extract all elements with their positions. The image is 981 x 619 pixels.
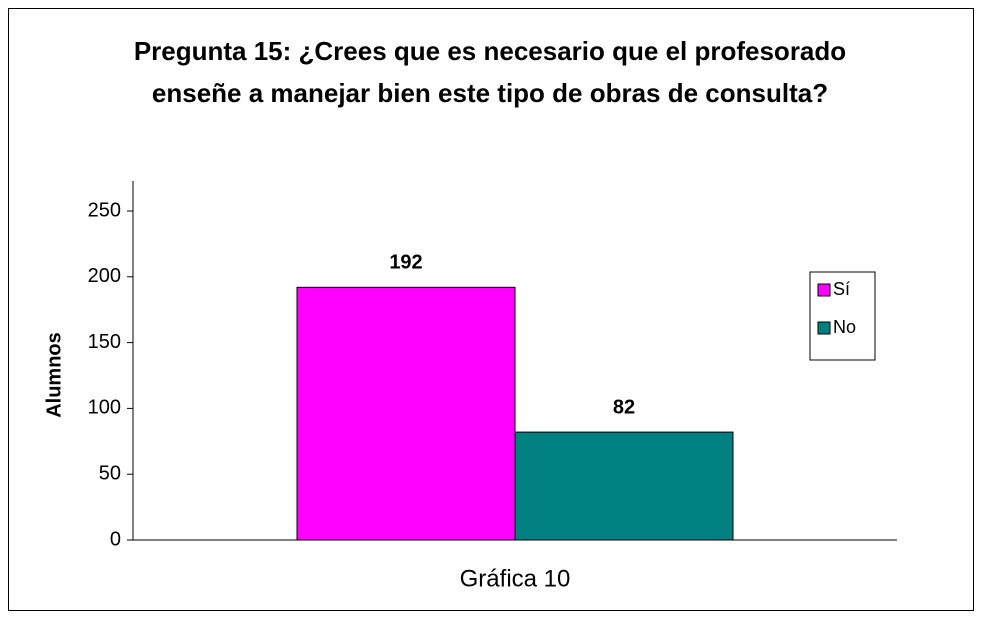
data-label: 192 <box>389 252 422 274</box>
y-tick-label: 50 <box>99 462 121 484</box>
data-label: 82 <box>613 396 635 418</box>
chart-border <box>8 8 974 611</box>
y-tick-label: 200 <box>88 265 121 287</box>
chart-title: Pregunta 15: ¿Crees que es necesario que… <box>133 36 847 108</box>
bar <box>514 431 734 541</box>
y-tick-label: 250 <box>88 199 121 221</box>
legend-swatch <box>817 321 831 335</box>
y-tick-label: 100 <box>88 397 121 419</box>
y-axis-label: Alumnos <box>43 332 65 418</box>
y-tick-label: 150 <box>88 331 121 353</box>
x-tick-label: Gráfica 10 <box>460 565 571 592</box>
legend-label: Sí <box>833 279 850 299</box>
legend-swatch <box>817 283 831 297</box>
bar <box>296 286 516 541</box>
legend-label: No <box>833 317 856 337</box>
y-tick-label: 0 <box>110 528 121 550</box>
